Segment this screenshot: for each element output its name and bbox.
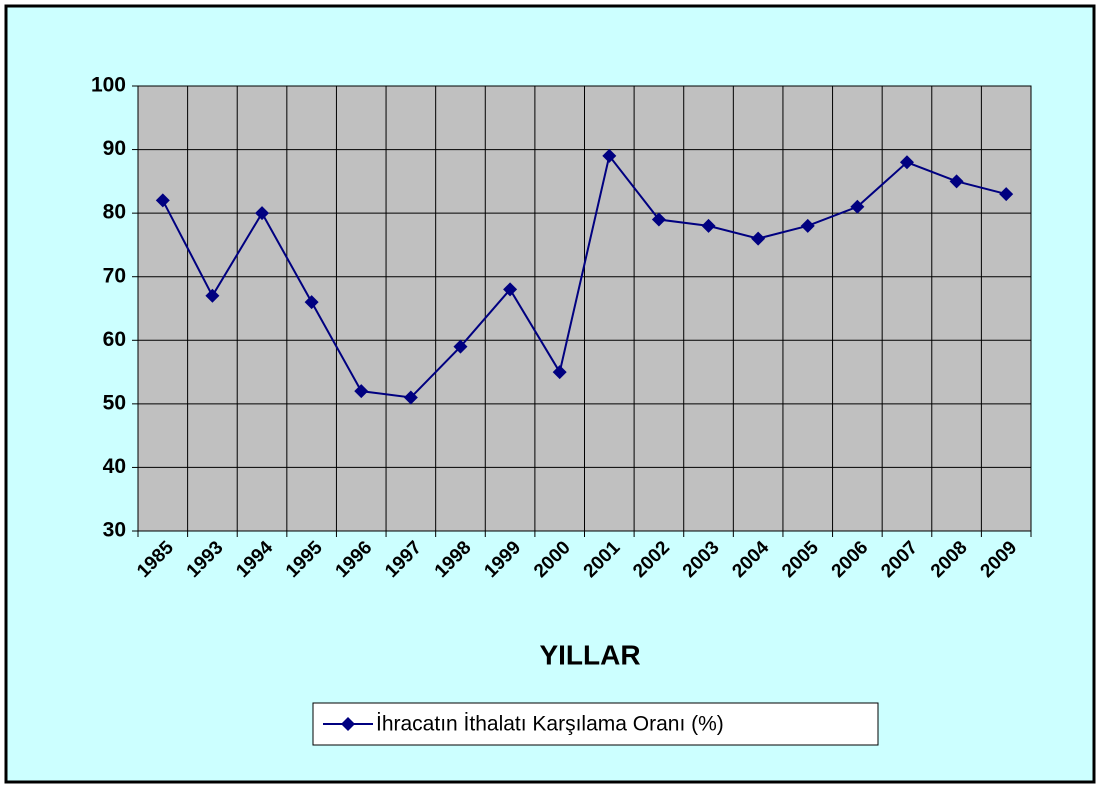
y-tick-label: 90	[103, 137, 126, 160]
data-line	[161, 153, 1007, 399]
data-point	[453, 339, 468, 354]
data-point	[255, 206, 270, 221]
y-tick-label: 80	[103, 201, 126, 224]
y-tick-label: 100	[91, 74, 126, 97]
legend-label: İhracatın İthalatı Karşılama Oranı (%)	[376, 713, 724, 736]
data-point	[899, 155, 914, 170]
data-point	[651, 212, 666, 227]
data-point	[949, 174, 964, 189]
y-tick-label: 40	[103, 455, 126, 478]
data-point	[602, 148, 617, 163]
data-point	[751, 231, 766, 246]
data-point	[304, 295, 319, 310]
data-point	[850, 199, 865, 214]
data-point	[552, 365, 567, 380]
data-point	[205, 288, 220, 303]
data-point	[999, 187, 1014, 202]
data-point	[503, 282, 518, 297]
y-tick-label: 60	[103, 328, 126, 351]
data-point	[403, 390, 418, 405]
x-axis-title: YILLAR	[539, 639, 640, 670]
data-point	[800, 218, 815, 233]
y-tick-label: 30	[103, 519, 126, 542]
y-tick-label: 50	[103, 391, 126, 414]
data-point	[155, 193, 170, 208]
legend-marker	[341, 717, 355, 731]
data-point	[701, 218, 716, 233]
y-tick-label: 70	[103, 264, 126, 287]
data-point	[354, 384, 369, 399]
legend-box	[312, 702, 879, 746]
